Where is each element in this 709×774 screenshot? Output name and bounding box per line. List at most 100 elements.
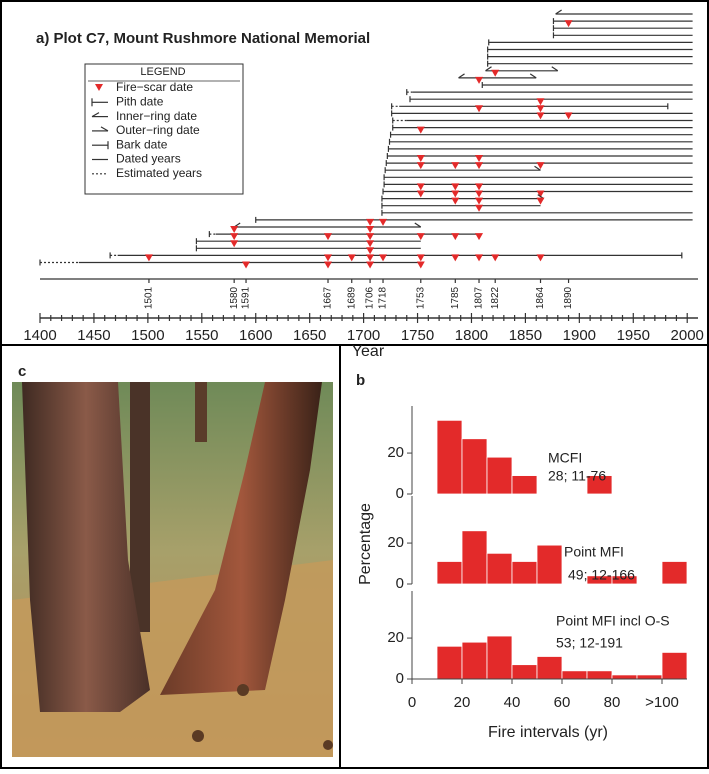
fire-scar — [366, 226, 375, 233]
legend-label: Bark date — [116, 137, 168, 151]
fire-year-label: 1667 — [323, 286, 334, 309]
legend-title: LEGEND — [140, 66, 185, 78]
annotation: 49; 12-166 — [568, 567, 635, 583]
bar — [436, 645, 463, 680]
fire-scar — [451, 190, 460, 198]
fire-scar — [451, 254, 460, 262]
fire-scar — [475, 204, 484, 212]
fire-scar — [536, 112, 545, 120]
fire-scar — [416, 162, 425, 170]
x-tick-label: 1750 — [401, 327, 434, 344]
fire-scar — [475, 183, 484, 191]
fire-scar — [324, 261, 333, 269]
fire-scar — [475, 105, 484, 113]
fire-scar — [242, 261, 251, 269]
fire-scar — [475, 233, 484, 241]
fire-year-label: 1890 — [563, 286, 574, 309]
fire-scar — [324, 254, 333, 262]
fire-scar — [416, 155, 425, 162]
fire-scar — [475, 190, 484, 198]
photo-trunk — [160, 382, 322, 695]
outer-ring-mark — [529, 73, 537, 79]
bar — [661, 561, 688, 585]
bar — [486, 552, 513, 585]
photo-tree — [195, 382, 207, 442]
annotation: 28; 11-76 — [548, 468, 606, 484]
fire-scar — [366, 247, 375, 255]
fire-year-label: 1718 — [378, 286, 389, 309]
panel-label: c — [18, 363, 26, 380]
fire-year-label: 1807 — [474, 286, 485, 309]
fire-scar — [366, 261, 375, 269]
x-tick-label: 1400 — [23, 327, 56, 344]
fire-year-label: 1785 — [450, 286, 461, 309]
x-tick-label: 0 — [408, 694, 416, 711]
y-tick-label: 0 — [396, 485, 404, 502]
outer-ring-mark — [534, 165, 541, 171]
legend-label: Outer−ring date — [116, 123, 200, 137]
x-tick-label: 1900 — [563, 327, 596, 344]
bar — [436, 419, 463, 495]
annotation: 53; 12-191 — [556, 635, 623, 651]
x-axis-label: Fire intervals (yr) — [488, 724, 608, 741]
y-tick-label: 20 — [387, 444, 404, 461]
fire-scar — [491, 254, 500, 262]
photo-cone — [237, 684, 249, 696]
panel-c: c — [12, 363, 333, 757]
fire-scar — [451, 233, 460, 241]
bar — [486, 635, 513, 680]
bar — [586, 670, 613, 680]
fire-scar — [475, 155, 484, 162]
inner-ring-mark — [458, 73, 465, 79]
annotation: Point MFI incl O-S — [556, 613, 670, 629]
fire-scar — [324, 233, 333, 241]
outer-ring-mark — [414, 222, 422, 228]
y-tick-label: 0 — [396, 575, 404, 592]
bar — [611, 575, 638, 585]
bar — [436, 561, 463, 585]
panel-b: 0 20 MCFI 28; 11-76 b 0 20 Point MFI 49; 12-166 P… — [356, 372, 688, 741]
fire-scar — [366, 218, 375, 226]
bar — [461, 641, 488, 680]
photo-trunk — [22, 382, 150, 712]
bar — [511, 561, 538, 585]
fire-scar — [475, 197, 484, 205]
x-tick-label: 40 — [504, 694, 521, 711]
fire-year-label: 1580 — [229, 286, 240, 309]
fire-scar — [379, 254, 388, 262]
fire-scar — [451, 162, 460, 170]
inner-ring-mark — [485, 66, 492, 72]
photo-cone — [192, 730, 204, 742]
y-tick-label: 20 — [387, 534, 404, 551]
fire-scar — [230, 226, 239, 233]
fire-scar — [416, 183, 425, 191]
fire-scar — [416, 254, 425, 262]
x-tick-label: 1950 — [617, 327, 650, 344]
fire-scar — [536, 190, 545, 198]
fire-scar — [416, 126, 425, 134]
x-axis-label: Year — [352, 343, 385, 360]
chart-title: a) Plot C7, Mount Rushmore National Memo… — [36, 30, 370, 47]
x-tick-label: 60 — [554, 694, 571, 711]
legend-box — [84, 63, 244, 195]
y-tick-label: 0 — [396, 670, 404, 687]
fire-scar — [536, 197, 545, 205]
fire-scar — [451, 197, 460, 205]
fire-scar — [564, 112, 573, 120]
fire-scar — [416, 190, 425, 198]
y-tick-label: 20 — [387, 629, 404, 646]
fire-scar — [536, 98, 545, 106]
bar — [461, 530, 488, 585]
fire-scar — [536, 254, 545, 262]
fire-year-label: 1864 — [535, 286, 546, 309]
fire-year-label: 1501 — [144, 286, 155, 309]
fire-year-label: 1822 — [490, 286, 501, 309]
fire-scar — [230, 240, 239, 248]
annotation: Point MFI — [564, 544, 624, 560]
photo-cone — [323, 740, 333, 750]
fire-scar — [416, 261, 425, 269]
fire-year-label: 1591 — [241, 286, 252, 309]
bar — [511, 664, 538, 680]
bar — [461, 438, 488, 495]
